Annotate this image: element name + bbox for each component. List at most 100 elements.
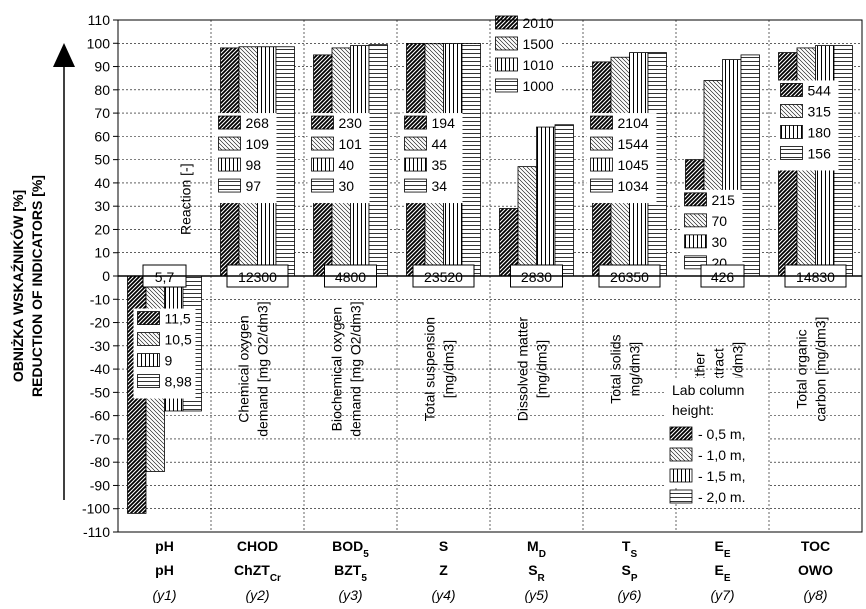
effluent-value-2: 70 — [712, 213, 728, 229]
bar-m-series-4 — [554, 124, 574, 277]
legend-entry-1: - 0,5 m, — [698, 426, 745, 442]
group-description: carbon [mg/dm3] — [813, 317, 829, 422]
influent-value: 2830 — [521, 269, 552, 285]
effluent-value-2: 101 — [339, 136, 363, 152]
influent-value: 14830 — [796, 269, 835, 285]
x-label-line2: ChZTCr — [234, 562, 281, 584]
x-label-variable: (y5) — [524, 587, 548, 603]
x-label-line1: BOD5 — [332, 538, 369, 560]
group-description: Chemical oxygen — [236, 315, 252, 422]
bar-bod-series-4 — [368, 44, 388, 277]
y-tick-label: 30 — [94, 198, 110, 214]
legend-title-line2: height: — [672, 402, 714, 418]
x-label-line1: EE — [714, 538, 730, 560]
group-description: [mg/dm3] — [534, 340, 550, 398]
legend-entry-4: - 2,0 m. — [698, 489, 745, 505]
effluent-value-4: 8,98 — [165, 374, 192, 390]
effluent-swatch-1 — [218, 115, 241, 130]
y-tick-label: -10 — [90, 291, 110, 307]
x-label-line1: MD — [527, 538, 546, 560]
legend-swatch-2 — [669, 447, 693, 462]
effluent-swatch-1 — [404, 115, 427, 130]
x-label-variable: (y3) — [338, 587, 362, 603]
effluent-value-4: 30 — [339, 178, 355, 194]
bar-m-series-2 — [517, 166, 537, 277]
effluent-swatch-1 — [495, 15, 518, 30]
y-tick-label: -30 — [90, 338, 110, 354]
effluent-value-4: 97 — [246, 178, 262, 194]
y-tick-label: 110 — [88, 12, 111, 28]
y-axis-title-en: REDUCTION OF INDICATORS [%] — [29, 175, 45, 397]
group-description: Total suspension — [422, 317, 438, 421]
effluent-value-4: 34 — [432, 178, 448, 194]
effluent-value-3: 35 — [432, 157, 448, 173]
y-tick-label: -70 — [90, 431, 110, 447]
x-label-line2: OWO — [798, 562, 833, 578]
effluent-value-1: 11,5 — [165, 311, 191, 327]
effluent-swatch-2 — [218, 136, 241, 151]
x-label-line1: TOC — [801, 538, 830, 554]
effluent-swatch-4 — [495, 78, 518, 93]
y-tick-label: -110 — [83, 524, 110, 540]
effluent-value-1: 194 — [432, 115, 456, 131]
group-description: mg/dm3] — [627, 342, 643, 396]
group-description: Dissolved matter — [515, 317, 531, 422]
x-label-line2: Z — [439, 562, 448, 578]
y-tick-label: -100 — [82, 501, 110, 517]
effluent-value-3: 40 — [339, 157, 355, 173]
y-tick-label: 10 — [94, 245, 110, 261]
x-label-variable: (y8) — [803, 587, 827, 603]
effluent-values-box: 268 109 98 97 — [214, 113, 277, 204]
y-axis-arrowhead — [53, 43, 75, 67]
group-description: Biochemical oxygen — [329, 307, 345, 432]
effluent-value-1: 268 — [246, 115, 270, 131]
bar-m-series-3 — [536, 126, 556, 277]
group-description: [mg/dm3] — [441, 340, 457, 398]
effluent-value-3: 9 — [165, 353, 173, 369]
effluent-swatch-4 — [590, 178, 613, 193]
effluent-swatch-2 — [137, 332, 160, 346]
y-tick-label: -60 — [90, 408, 110, 424]
x-label-variable: (y1) — [152, 587, 176, 603]
effluent-swatch-3 — [684, 234, 707, 249]
effluent-values-box: 544 315 180 156 — [776, 80, 839, 171]
effluent-value-3: 98 — [246, 157, 262, 173]
effluent-value-4: 1000 — [523, 78, 554, 94]
effluent-value-1: 2010 — [523, 15, 554, 31]
effluent-swatch-3 — [404, 157, 427, 172]
effluent-swatch-2 — [404, 136, 427, 151]
x-label-line1: S — [439, 538, 448, 554]
legend-title-line1: Lab column — [672, 382, 744, 398]
x-label-variable: (y6) — [617, 587, 641, 603]
group-description: demand [mg O2/dm3] — [255, 301, 271, 436]
effluent-values-box: 2010 1500 1010 1000 — [491, 12, 562, 103]
effluent-swatch-4 — [404, 178, 427, 193]
y-tick-label: 50 — [94, 152, 110, 168]
y-tick-label: 0 — [102, 268, 110, 284]
effluent-values-box: 194 44 35 34 — [400, 113, 463, 204]
y-tick-label: -80 — [90, 454, 110, 470]
x-label-line2: SP — [621, 562, 637, 584]
effluent-swatch-1 — [311, 115, 334, 130]
y-tick-label: -50 — [90, 384, 110, 400]
y-tick-label: 100 — [87, 35, 111, 51]
effluent-value-2: 44 — [432, 136, 448, 152]
group-description: demand [mg O2/dm3] — [348, 301, 364, 436]
legend-swatch-4 — [669, 489, 693, 504]
effluent-values-box: 11,5 10,5 9 8,98 — [133, 308, 196, 399]
x-label-line1: TS — [622, 538, 638, 560]
influent-value: 12300 — [238, 269, 277, 285]
effluent-value-3: 1045 — [618, 157, 649, 173]
group-description: Reaction [-] — [178, 163, 194, 235]
legend-swatch-3 — [669, 468, 693, 483]
x-label-line1: CHOD — [237, 538, 278, 554]
effluent-value-1: 2104 — [618, 115, 649, 131]
legend-entry-3: - 1,5 m, — [698, 468, 745, 484]
effluent-swatch-2 — [311, 136, 334, 151]
effluent-swatch-3 — [311, 157, 334, 172]
effluent-value-1: 215 — [712, 192, 736, 208]
influent-value: 23520 — [424, 269, 463, 285]
y-tick-label: 20 — [94, 221, 110, 237]
effluent-value-3: 30 — [712, 234, 728, 250]
